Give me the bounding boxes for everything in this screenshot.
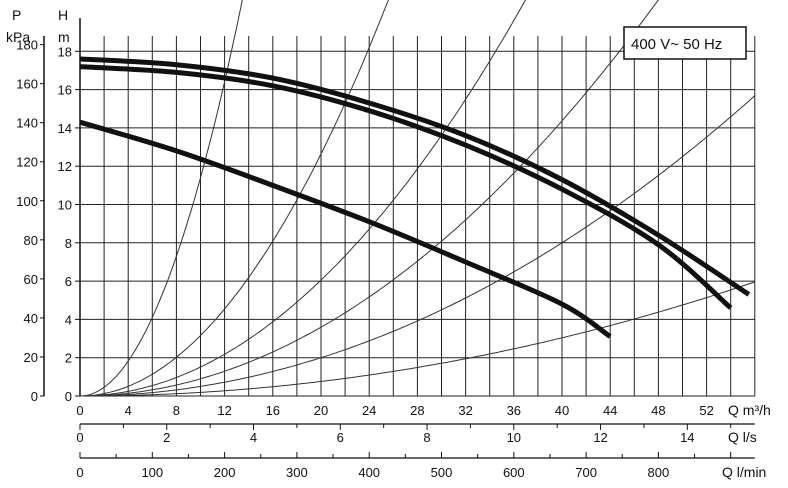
- q-lmin-tick-label: 200: [214, 465, 236, 480]
- q-lmin-axis-title: Q l/min: [722, 464, 766, 480]
- q-lmin-tick-label: 700: [575, 465, 597, 480]
- h-tick-label: 18: [58, 44, 72, 59]
- p-tick-label: 120: [16, 155, 38, 170]
- h-axis-title: H: [58, 7, 68, 23]
- system-curve: [80, 281, 755, 396]
- p-tick-label: 20: [24, 350, 38, 365]
- h-tick-label: 16: [58, 83, 72, 98]
- q-lmin-tick-label: 800: [648, 465, 670, 480]
- q-m3h-axis-title: Q m³/h: [728, 402, 771, 418]
- kpa-axis-unit: kPa: [6, 29, 30, 45]
- q-ls-tick-label: 14: [680, 430, 694, 445]
- p-tick-label: 180: [16, 38, 38, 53]
- h-tick-label: 14: [58, 121, 72, 136]
- q-ls-tick-label: 10: [507, 430, 521, 445]
- p-tick-label: 140: [16, 116, 38, 131]
- system-curves: [80, 0, 756, 396]
- pump-curve: [79, 56, 751, 297]
- h-tick-label: 0: [65, 389, 72, 404]
- h-tick-label: 2: [65, 351, 72, 366]
- q-m3h-tick-label: 32: [458, 403, 472, 418]
- system-curve: [80, 0, 389, 396]
- system-curve: [80, 0, 659, 396]
- pump-curve: [79, 64, 733, 310]
- q-m3h-tick-label: 20: [314, 403, 328, 418]
- voltage-badge: 400 V~ 50 Hz: [631, 36, 722, 53]
- h-tick-label: 6: [65, 274, 72, 289]
- h-tick-label: 8: [65, 236, 72, 251]
- pump-curves: [79, 56, 751, 339]
- q-ls-tick-label: 6: [337, 430, 344, 445]
- axes: 0246810121416180204060801001201401601800…: [16, 17, 755, 480]
- p-tick-label: 60: [24, 272, 38, 287]
- voltage-badge-frame: [623, 26, 747, 60]
- q-lmin-tick-label: 500: [431, 465, 453, 480]
- q-m3h-tick-label: 8: [173, 403, 180, 418]
- q-m3h-tick-label: 16: [266, 403, 280, 418]
- system-curve: [80, 95, 756, 396]
- q-ls-tick-label: 12: [593, 430, 607, 445]
- q-m3h-tick-label: 28: [410, 403, 424, 418]
- system-curve: [80, 0, 243, 396]
- h-tick-label: 12: [58, 159, 72, 174]
- q-m3h-tick-label: 24: [362, 403, 376, 418]
- q-m3h-tick-label: 52: [699, 403, 713, 418]
- system-curve: [80, 0, 527, 396]
- p-tick-label: 160: [16, 77, 38, 92]
- q-lmin-tick-label: 600: [503, 465, 525, 480]
- q-m3h-tick-label: 40: [555, 403, 569, 418]
- q-ls-axis-title: Q l/s: [728, 429, 757, 445]
- pump-curve: [79, 119, 612, 339]
- h-tick-label: 10: [58, 198, 72, 213]
- q-ls-tick-label: 8: [423, 430, 430, 445]
- q-m3h-tick-label: 12: [217, 403, 231, 418]
- q-m3h-tick-label: 0: [76, 403, 83, 418]
- q-m3h-tick-label: 36: [507, 403, 521, 418]
- q-ls-tick-label: 4: [250, 430, 257, 445]
- p-tick-label: 80: [24, 233, 38, 248]
- p-axis-title: P: [12, 7, 21, 23]
- p-tick-label: 100: [16, 194, 38, 209]
- q-lmin-tick-label: 400: [358, 465, 380, 480]
- q-ls-tick-label: 2: [163, 430, 170, 445]
- p-tick-label: 0: [31, 389, 38, 404]
- m-axis-unit: m: [58, 29, 70, 45]
- q-lmin-tick-label: 100: [141, 465, 163, 480]
- q-lmin-tick-label: 0: [76, 465, 83, 480]
- h-tick-label: 4: [65, 312, 72, 327]
- q-m3h-tick-label: 44: [603, 403, 617, 418]
- q-ls-tick-label: 0: [76, 430, 83, 445]
- q-m3h-tick-label: 48: [651, 403, 665, 418]
- q-lmin-tick-label: 300: [286, 465, 308, 480]
- p-tick-label: 40: [24, 311, 38, 326]
- q-m3h-tick-label: 4: [125, 403, 132, 418]
